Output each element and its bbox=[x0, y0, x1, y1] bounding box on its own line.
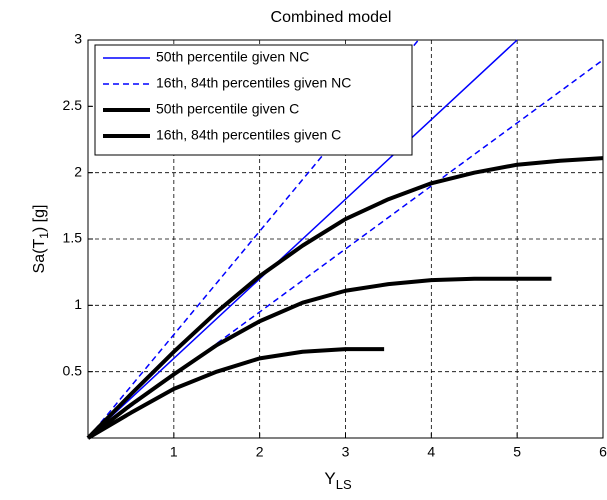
x-tick-label: 3 bbox=[342, 444, 350, 460]
y-tick-label: 1 bbox=[74, 296, 82, 312]
x-tick-label: 4 bbox=[427, 444, 435, 460]
series-line bbox=[87, 39, 518, 439]
series-line bbox=[86, 276, 552, 440]
x-tick-label: 1 bbox=[170, 444, 178, 460]
x-axis-label-main: Y bbox=[324, 469, 335, 488]
y-tick-label: 1.5 bbox=[63, 230, 83, 246]
y-axis-label-part: ) [g] bbox=[31, 205, 48, 233]
x-tick-label: 2 bbox=[256, 444, 264, 460]
x-axis-label: YLS bbox=[324, 469, 352, 492]
y-axis-label-part: 1 bbox=[37, 232, 51, 239]
x-axis-label-sub: LS bbox=[336, 477, 352, 492]
x-tick-label: 6 bbox=[599, 444, 607, 460]
series-line bbox=[87, 59, 604, 439]
legend-label: 16th, 84th percentiles given C bbox=[156, 127, 341, 143]
y-axis-label-part: Sa(T bbox=[31, 239, 48, 274]
legend: 50th percentile given NC 16th, 84th perce… bbox=[94, 44, 413, 156]
series-line bbox=[86, 347, 385, 440]
x-tick-label: 5 bbox=[513, 444, 521, 460]
y-tick-label: 0.5 bbox=[63, 362, 83, 378]
y-tick-label: 2.5 bbox=[63, 97, 83, 113]
series-line bbox=[86, 156, 604, 440]
y-tick-label: 2 bbox=[74, 163, 82, 179]
plot-frame bbox=[87, 39, 604, 439]
y-tick-label: 3 bbox=[74, 31, 82, 47]
chart-title: Combined model bbox=[271, 9, 392, 26]
y-axis-label: Sa(T1) [g] bbox=[31, 205, 51, 274]
legend-label: 50th percentile given NC bbox=[156, 49, 309, 65]
legend-label: 16th, 84th percentiles given NC bbox=[156, 75, 351, 91]
legend-label: 50th percentile given C bbox=[156, 101, 299, 117]
